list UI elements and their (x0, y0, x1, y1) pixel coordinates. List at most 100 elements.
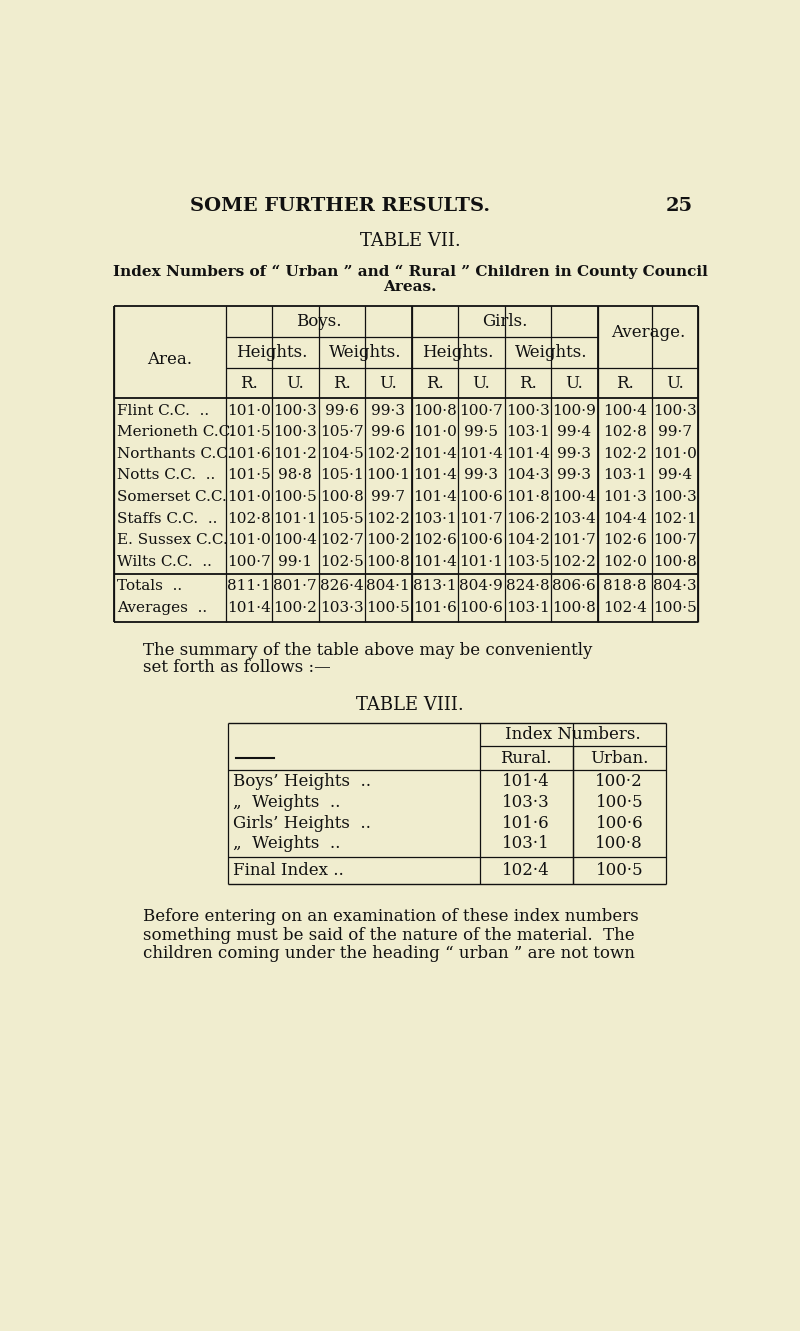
Text: 804·1: 804·1 (366, 579, 410, 594)
Text: 101·4: 101·4 (413, 447, 457, 461)
Text: 804·9: 804·9 (459, 579, 503, 594)
Text: 99·7: 99·7 (371, 490, 406, 504)
Text: 99·7: 99·7 (658, 426, 692, 439)
Text: Rural.: Rural. (501, 749, 552, 767)
Text: 101·4: 101·4 (413, 555, 457, 568)
Text: 811·1: 811·1 (227, 579, 270, 594)
Text: 101·0: 101·0 (227, 534, 270, 547)
Text: something must be said of the nature of the material.  The: something must be said of the nature of … (142, 926, 634, 944)
Text: 101·5: 101·5 (227, 426, 270, 439)
Text: 100·2: 100·2 (595, 773, 643, 791)
Text: Areas.: Areas. (383, 280, 437, 294)
Text: 100·3: 100·3 (653, 403, 697, 418)
Text: 100·3: 100·3 (274, 426, 317, 439)
Text: 826·4: 826·4 (320, 579, 364, 594)
Text: 101·4: 101·4 (506, 447, 550, 461)
Text: 103·1: 103·1 (603, 469, 646, 482)
Text: 100·8: 100·8 (366, 555, 410, 568)
Text: 105·1: 105·1 (320, 469, 364, 482)
Text: 813·1: 813·1 (413, 579, 457, 594)
Text: Weights.: Weights. (515, 343, 587, 361)
Text: 100·8: 100·8 (595, 836, 643, 852)
Text: 101·4: 101·4 (413, 469, 457, 482)
Text: 100·5: 100·5 (653, 600, 697, 615)
Text: 101·0: 101·0 (413, 426, 457, 439)
Text: 101·6: 101·6 (227, 447, 270, 461)
Text: Flint C.C.  ..: Flint C.C. .. (117, 403, 209, 418)
Text: Totals  ..: Totals .. (117, 579, 182, 594)
Text: set forth as follows :—: set forth as follows :— (142, 659, 330, 676)
Text: Before entering on an examination of these index numbers: Before entering on an examination of the… (142, 908, 638, 925)
Text: 99·3: 99·3 (558, 447, 591, 461)
Text: 101·5: 101·5 (227, 469, 270, 482)
Text: 102·8: 102·8 (227, 511, 270, 526)
Text: 25: 25 (666, 197, 694, 214)
Text: TABLE VIII.: TABLE VIII. (356, 696, 464, 713)
Text: Somerset C.C.: Somerset C.C. (117, 490, 227, 504)
Text: U.: U. (566, 374, 583, 391)
Text: U.: U. (286, 374, 304, 391)
Text: „  Weights  ..: „ Weights .. (233, 836, 340, 852)
Text: U.: U. (666, 374, 684, 391)
Text: 100·6: 100·6 (459, 600, 503, 615)
Text: Wilts C.C.  ..: Wilts C.C. .. (117, 555, 212, 568)
Text: 804·3: 804·3 (654, 579, 697, 594)
Text: U.: U. (473, 374, 490, 391)
Text: 100·9: 100·9 (552, 403, 596, 418)
Text: Index Numbers of “ Urban ” and “ Rural ” Children in County Council: Index Numbers of “ Urban ” and “ Rural ”… (113, 265, 707, 278)
Text: 102·8: 102·8 (603, 426, 646, 439)
Text: 103·1: 103·1 (502, 836, 550, 852)
Text: 99·5: 99·5 (464, 426, 498, 439)
Text: SOME FURTHER RESULTS.: SOME FURTHER RESULTS. (190, 197, 490, 214)
Text: 100·6: 100·6 (459, 534, 503, 547)
Text: 101·0: 101·0 (653, 447, 697, 461)
Text: 100·5: 100·5 (366, 600, 410, 615)
Text: Notts C.C.  ..: Notts C.C. .. (117, 469, 215, 482)
Text: R.: R. (519, 374, 537, 391)
Text: TABLE VII.: TABLE VII. (360, 232, 460, 250)
Text: 824·8: 824·8 (506, 579, 550, 594)
Text: E. Sussex C.C.: E. Sussex C.C. (117, 534, 228, 547)
Text: Boys.: Boys. (296, 313, 342, 330)
Text: Weights.: Weights. (329, 343, 402, 361)
Text: 101·4: 101·4 (459, 447, 503, 461)
Text: 104·2: 104·2 (506, 534, 550, 547)
Text: 100·5: 100·5 (274, 490, 317, 504)
Text: 99·6: 99·6 (325, 403, 359, 418)
Text: 100·5: 100·5 (595, 861, 643, 878)
Text: 102·4: 102·4 (502, 861, 550, 878)
Text: 105·5: 105·5 (320, 511, 364, 526)
Text: 101·6: 101·6 (413, 600, 457, 615)
Text: 103·4: 103·4 (553, 511, 596, 526)
Text: 102·2: 102·2 (602, 447, 646, 461)
Text: 101·2: 101·2 (274, 447, 318, 461)
Text: 101·4: 101·4 (413, 490, 457, 504)
Text: 806·6: 806·6 (553, 579, 596, 594)
Text: 102·2: 102·2 (366, 511, 410, 526)
Text: 99·6: 99·6 (371, 426, 406, 439)
Text: Average.: Average. (611, 325, 685, 342)
Text: 801·7: 801·7 (274, 579, 317, 594)
Text: 100·6: 100·6 (459, 490, 503, 504)
Text: 102·6: 102·6 (413, 534, 457, 547)
Text: 101·6: 101·6 (502, 815, 550, 832)
Text: 102·5: 102·5 (320, 555, 364, 568)
Text: 104·4: 104·4 (602, 511, 646, 526)
Text: Heights.: Heights. (422, 343, 494, 361)
Text: 100·7: 100·7 (227, 555, 270, 568)
Text: 103·1: 103·1 (506, 600, 550, 615)
Text: 100·3: 100·3 (653, 490, 697, 504)
Text: 103·3: 103·3 (502, 793, 550, 811)
Text: 103·5: 103·5 (506, 555, 550, 568)
Text: 101·7: 101·7 (459, 511, 503, 526)
Text: 102·6: 102·6 (602, 534, 646, 547)
Text: 102·1: 102·1 (653, 511, 697, 526)
Text: R.: R. (240, 374, 258, 391)
Text: 101·4: 101·4 (227, 600, 270, 615)
Text: 106·2: 106·2 (506, 511, 550, 526)
Text: 105·7: 105·7 (320, 426, 364, 439)
Text: 100·4: 100·4 (602, 403, 646, 418)
Text: 100·5: 100·5 (595, 793, 643, 811)
Text: Area.: Area. (147, 351, 192, 369)
Text: 100·6: 100·6 (595, 815, 643, 832)
